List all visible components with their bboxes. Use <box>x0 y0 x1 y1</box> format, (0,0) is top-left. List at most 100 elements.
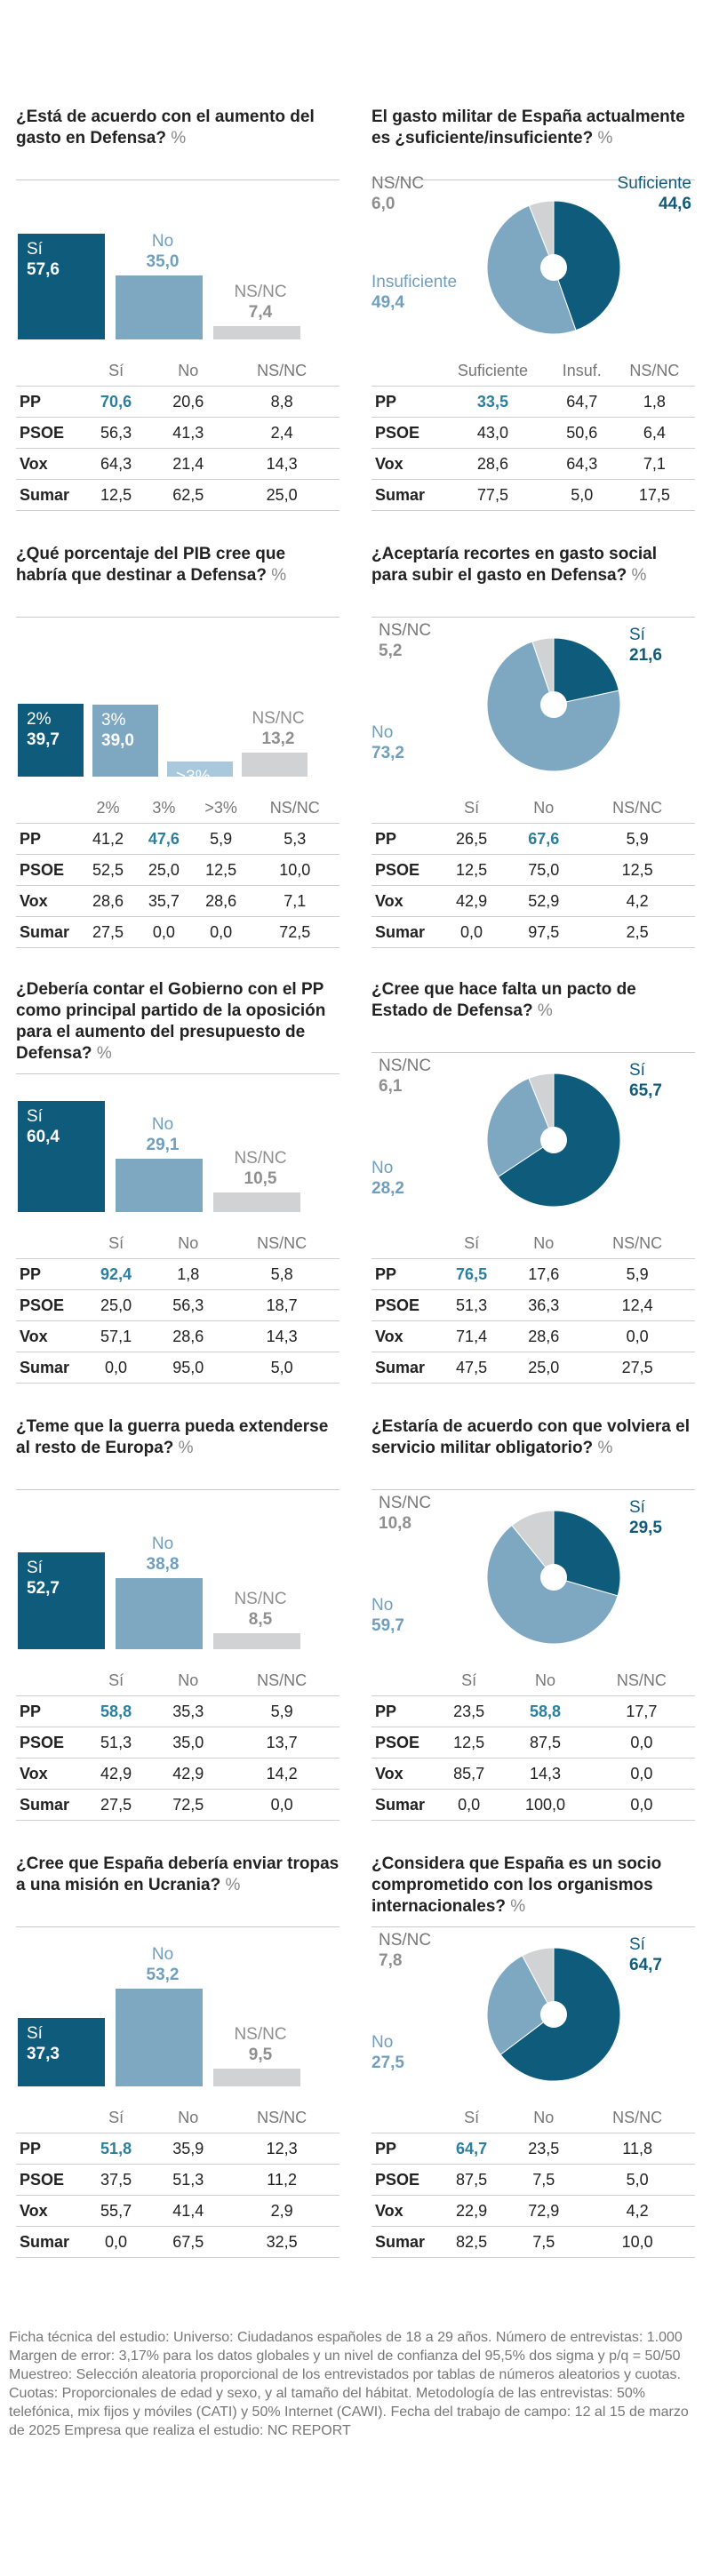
table-cell: 6,4 <box>613 417 695 449</box>
party-name: Sumar <box>371 1789 435 1821</box>
table-row: PSOE 51,3 36,3 12,4 <box>371 1289 695 1321</box>
table-row: Vox 71,4 28,6 0,0 <box>371 1320 695 1352</box>
pie-chart <box>486 1073 621 1208</box>
table-header-row: Sí No NS/NC <box>16 2102 340 2133</box>
chart-title: ¿Aceptaría recortes en gasto social para… <box>371 544 695 586</box>
party-name: PSOE <box>16 1727 80 1759</box>
chart-panel-recortes-gasto-social: ¿Aceptaría recortes en gasto social para… <box>371 544 695 979</box>
bar-category: 3% <box>101 711 126 730</box>
pie-slice-nsnc <box>528 1073 555 1141</box>
table-cell: 5,8 <box>224 1258 340 1290</box>
pie-value: 64,7 <box>629 1956 662 1974</box>
pie-label: NS/NC 6,0 <box>371 173 424 214</box>
party-name: Vox <box>371 1320 435 1352</box>
party-name: PP <box>371 1695 435 1727</box>
pie-slice-suficiente <box>553 200 621 331</box>
pie-category: Suficiente <box>617 174 691 193</box>
table-cell: 0,0 <box>135 916 192 948</box>
bar-value: 39,0 <box>101 731 134 751</box>
table-header-cell: Sí <box>464 2108 480 2126</box>
bar-no <box>116 1989 203 2086</box>
party-breakdown-table: Sí No NS/NC PP 70,6 20,6 8,8 PSOE 56,3 41,3 2,4 Vox… <box>16 355 340 511</box>
table-cell: 27,5 <box>80 916 136 948</box>
table-header-cell: >3% <box>204 798 237 817</box>
bar-value: 37,3 <box>27 2044 60 2063</box>
chart-panel-porcentaje-pib: ¿Qué porcentaje del PIB cree que habría … <box>16 544 340 979</box>
table-cell: 4,2 <box>579 885 695 917</box>
table-cell: 67,6 <box>507 823 580 855</box>
bar-category: >3% <box>176 768 211 787</box>
pie-slice-no <box>486 1077 555 1178</box>
pie-label: No 27,5 <box>371 2032 404 2073</box>
party-name: PSOE <box>371 417 435 449</box>
table-row: PSOE 37,5 51,3 11,2 <box>16 2164 340 2196</box>
table-header-cell: NS/NC <box>616 1671 667 1689</box>
pie-category: No <box>371 1596 394 1615</box>
chart-title-unit: % <box>537 1001 553 1020</box>
table-cell: 70,6 <box>80 386 153 418</box>
table-header-cell: No <box>178 361 199 379</box>
table-header-row: 2% 3% >3% NS/NC <box>16 793 340 824</box>
pie-center-hole <box>540 691 567 718</box>
party-name: PSOE <box>16 1289 80 1321</box>
table-cell: 35,7 <box>135 885 192 917</box>
bar-value: 10,5 <box>244 1169 277 1189</box>
table-cell: 36,3 <box>507 1289 580 1321</box>
table-cell: 41,4 <box>152 2195 225 2227</box>
table-cell: 82,5 <box>435 2226 508 2258</box>
table-cell: 35,3 <box>152 1695 225 1727</box>
table-cell: 21,4 <box>152 448 225 480</box>
table-row: Sumar 77,5 5,0 17,5 <box>371 479 695 511</box>
pie-label: No 28,2 <box>371 1158 404 1199</box>
pie-chart <box>486 1947 621 2082</box>
table-cell: 5,9 <box>224 1695 340 1727</box>
table-header-cell: NS/NC <box>612 798 663 817</box>
bar-3 <box>167 762 233 777</box>
table-header-cell: No <box>533 1233 555 1252</box>
table-cell: 11,2 <box>224 2164 340 2196</box>
table-cell: 28,6 <box>435 448 550 480</box>
pie-category: Insuficiente <box>371 273 458 291</box>
chart-title-text: ¿Teme que la guerra pueda extenderse al … <box>16 1417 329 1457</box>
party-name: Sumar <box>16 1789 80 1821</box>
table-cell: 2,5 <box>579 916 695 948</box>
footnote: Ficha técnica del estudio: Universo: Ciu… <box>9 2330 689 2438</box>
chart-title-text: ¿Estaría de acuerdo con que volviera el … <box>371 1417 690 1457</box>
table-cell: 85,7 <box>435 1758 503 1790</box>
table-cell: 64,7 <box>435 2133 508 2165</box>
table-cell: 42,9 <box>152 1758 225 1790</box>
bar-nsnc <box>213 1192 300 1212</box>
bar-2 <box>18 703 84 777</box>
party-name: Vox <box>371 448 435 480</box>
table-cell: 52,5 <box>80 854 136 886</box>
table-row: Sumar 47,5 25,0 27,5 <box>371 1352 695 1384</box>
party-name: PP <box>16 1258 80 1290</box>
chart-panel-socio-comprometido: ¿Considera que España es un socio compro… <box>371 1854 695 2289</box>
bar-no <box>116 1577 203 1649</box>
table-cell: 27,5 <box>579 1352 695 1384</box>
pie-slice-nsnc <box>528 200 555 268</box>
table-header-row: Sí No NS/NC <box>371 1665 695 1696</box>
table-cell: 14,2 <box>224 1758 340 1790</box>
chart-title-text: ¿Cree que hace falta un pacto de Estado … <box>371 980 636 1020</box>
pie-value: 10,8 <box>379 1514 411 1533</box>
party-name: PP <box>16 1695 80 1727</box>
party-name: Vox <box>16 885 80 917</box>
pie-slice-nsnc <box>511 1510 555 1579</box>
table-cell: 5,0 <box>579 2164 695 2196</box>
table-header-cell <box>16 2102 80 2133</box>
pie-value: 27,5 <box>371 2054 404 2072</box>
pie-slice-s <box>553 637 619 706</box>
table-header-cell: No <box>533 2108 555 2126</box>
title-separator <box>371 1489 695 1490</box>
table-cell: 35,0 <box>152 1727 225 1759</box>
table-row: PP 23,5 58,8 17,7 <box>371 1695 695 1727</box>
table-header-cell: NS/NC <box>629 361 680 379</box>
table-cell: 10,0 <box>250 854 340 886</box>
pie-slice-s <box>553 1510 621 1597</box>
table-row: PSOE 43,0 50,6 6,4 <box>371 417 695 449</box>
title-separator <box>16 617 340 618</box>
pie-category: Sí <box>629 1498 645 1517</box>
party-name: PSOE <box>371 2164 435 2196</box>
